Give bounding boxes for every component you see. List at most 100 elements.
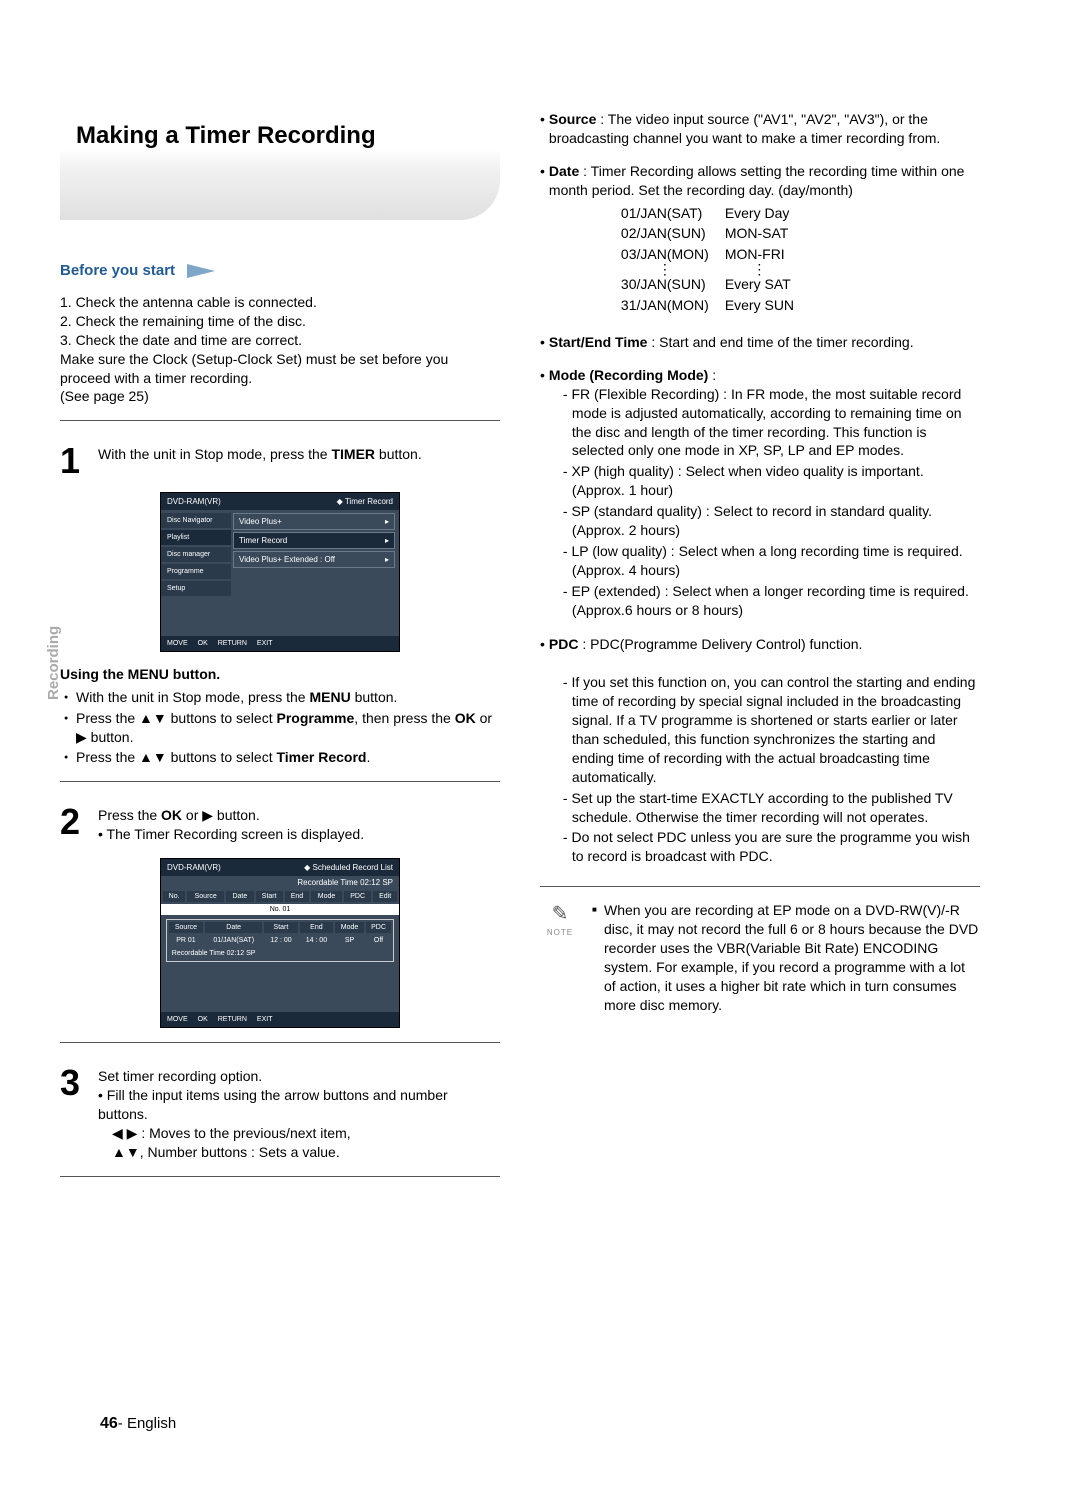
- page-number: 46: [100, 1415, 118, 1432]
- def-body: PDC : PDC(Programme Delivery Control) fu…: [549, 635, 980, 868]
- txt: Press the ▲▼ buttons to select: [76, 749, 276, 765]
- step-2: 2 Press the OK or ▶ button. • The Timer …: [60, 806, 500, 844]
- td: 14 : 00: [300, 935, 333, 946]
- label: Start/End Time: [549, 334, 648, 350]
- timer-label: TIMER: [331, 446, 375, 462]
- using-menu-list: With the unit in Stop mode, press the ME…: [60, 688, 500, 768]
- th: No.: [163, 891, 185, 902]
- dots-icon: ⋮: [725, 266, 808, 273]
- td: Off: [366, 935, 391, 946]
- page-title: Making a Timer Recording: [60, 110, 500, 220]
- th: End: [285, 891, 309, 902]
- bold: OK: [161, 807, 182, 823]
- txt: Video Plus+: [239, 517, 282, 526]
- divider: [60, 1042, 500, 1043]
- arrow-right-icon: ▸: [385, 555, 389, 564]
- txt: : Start and end time of the timer record…: [647, 334, 913, 350]
- heading-text: Before you start: [60, 262, 175, 279]
- td: 30/JAN(SUN): [621, 275, 723, 294]
- td: 01/JAN(SAT): [205, 935, 262, 946]
- list-item: - FR (Flexible Recording) : In FR mode, …: [563, 385, 980, 461]
- osd-hint: EXIT: [257, 640, 273, 647]
- bold: Programme: [276, 710, 354, 726]
- osd-title-right: ◆ Scheduled Record List: [304, 863, 393, 872]
- th: Start: [264, 922, 297, 933]
- text: button.: [375, 446, 422, 462]
- table-row: 03/JAN(MON)MON-FRI: [621, 245, 808, 264]
- th: PDC: [344, 891, 371, 902]
- txt: : Timer Recording allows setting the rec…: [549, 163, 965, 198]
- table-row: 30/JAN(SUN)Every SAT: [621, 275, 808, 294]
- txt: or ▶ button.: [182, 807, 260, 823]
- table-row: 02/JAN(SUN)MON-SAT: [621, 224, 808, 243]
- txt: Timer Record: [345, 497, 393, 506]
- step-3: 3 Set timer recording option. • Fill the…: [60, 1067, 500, 1161]
- td: 02/JAN(SUN): [621, 224, 723, 243]
- th: Date: [226, 891, 253, 902]
- table-row: 01/JAN(SAT)Every Day: [621, 204, 808, 223]
- osd-footer: MOVE OK RETURN EXIT: [161, 1012, 399, 1027]
- osd-header: DVD-RAM(VR) ◆ Timer Record: [161, 493, 399, 510]
- note-box: ✎ NOTE When you are recording at EP mode…: [540, 886, 980, 1014]
- using-menu-heading: Using the MENU button.: [60, 666, 500, 682]
- osd-side-item: Setup: [161, 581, 231, 596]
- list-item: With the unit in Stop mode, press the ME…: [64, 688, 500, 707]
- step-number: 2: [60, 806, 90, 844]
- line: Make sure the Clock (Setup-Clock Set) mu…: [60, 351, 448, 386]
- list-item: - LP (low quality) : Select when a long …: [563, 542, 980, 580]
- txt: • Fill the input items using the arrow b…: [98, 1087, 448, 1122]
- recordable-time: Recordable Time 02:12 SP: [169, 948, 391, 959]
- osd-edit-box: Source Date Start End Mode PDC PR 01 01/…: [166, 919, 394, 962]
- label: Date: [549, 163, 579, 179]
- txt: Press the ▲▼ buttons to select: [76, 710, 276, 726]
- step-1: 1 With the unit in Stop mode, press the …: [60, 445, 500, 477]
- table-row-dots: ⋮⋮: [621, 266, 808, 273]
- th: Mode: [335, 922, 364, 933]
- bullet-icon: •: [540, 333, 545, 352]
- osd-header: DVD-RAM(VR) ◆ Scheduled Record List: [161, 859, 399, 876]
- arrow-right-icon: ▸: [385, 517, 389, 526]
- def-body: Source : The video input source ("AV1", …: [549, 110, 980, 148]
- osd-banner: No. 01: [161, 904, 399, 915]
- before-you-start-heading: Before you start: [60, 262, 500, 279]
- osd-item-selected: Timer Record ▸: [233, 532, 395, 549]
- note-label: NOTE: [540, 928, 580, 937]
- td: SP: [335, 935, 364, 946]
- osd-hint: MOVE: [167, 640, 188, 647]
- osd-side-menu: Disc Navigator Playlist Disc manager Pro…: [161, 513, 231, 598]
- txt: , then press the: [354, 710, 454, 726]
- osd-title-right: ◆ Timer Record: [337, 497, 393, 506]
- txt: Press the: [98, 807, 161, 823]
- td: 12 : 00: [264, 935, 297, 946]
- text: With the unit in Stop mode, press the: [98, 446, 331, 462]
- bullet-icon: •: [540, 162, 545, 319]
- arrow-right-icon: ▸: [385, 536, 389, 545]
- list-item: - XP (high quality) : Select when video …: [563, 462, 980, 500]
- def-mode: • Mode (Recording Mode) : - FR (Flexible…: [540, 366, 980, 622]
- dots-icon: ⋮: [621, 266, 723, 273]
- def-source: • Source : The video input source ("AV1"…: [540, 110, 980, 148]
- list-item: - SP (standard quality) : Select to reco…: [563, 502, 980, 540]
- td: Every SAT: [725, 275, 808, 294]
- txt: : PDC(Programme Delivery Control) functi…: [578, 636, 862, 652]
- step-body: Set timer recording option. • Fill the i…: [98, 1067, 500, 1161]
- osd-hint: RETURN: [218, 1016, 247, 1023]
- td: PR 01: [169, 935, 203, 946]
- pdc-sub-list: - If you set this function on, you can c…: [549, 673, 980, 866]
- before-you-start-body: 1. Check the antenna cable is connected.…: [60, 293, 500, 406]
- def-body: Mode (Recording Mode) : - FR (Flexible R…: [549, 366, 980, 622]
- footer-label: - English: [118, 1415, 176, 1432]
- list-item: Press the ▲▼ buttons to select Programme…: [64, 709, 500, 747]
- osd-footer: MOVE OK RETURN EXIT: [161, 636, 399, 651]
- txt: ◀ ▶ : Moves to the previous/next item,: [98, 1124, 351, 1143]
- txt: Timer Record: [239, 536, 287, 545]
- list-item: Press the ▲▼ buttons to select Timer Rec…: [64, 748, 500, 767]
- divider: [60, 1176, 500, 1177]
- page-columns: Making a Timer Recording Before you star…: [60, 110, 980, 1191]
- th: Mode: [311, 891, 342, 902]
- txt: :: [708, 367, 716, 383]
- line: 3. Check the date and time are correct.: [60, 332, 302, 348]
- recordable-time: Recordable Time 02:12 SP: [161, 876, 399, 889]
- osd-hint: RETURN: [218, 640, 247, 647]
- step-body: Press the OK or ▶ button. • The Timer Re…: [98, 806, 500, 844]
